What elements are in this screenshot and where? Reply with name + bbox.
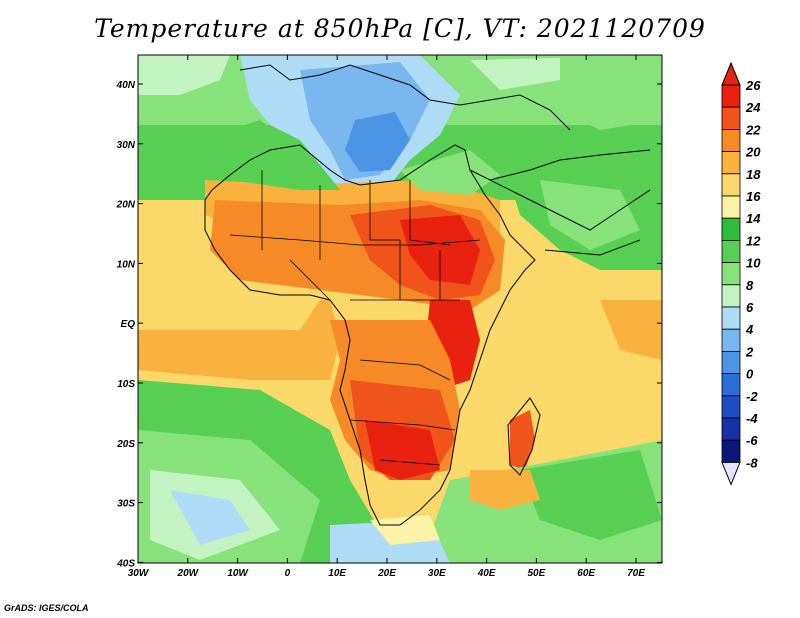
colorbar-label: 6 xyxy=(746,300,754,315)
colorbar-label: 14 xyxy=(746,211,761,226)
colorbar-swatch xyxy=(721,217,741,241)
colorbar-label: 8 xyxy=(746,278,754,293)
colorbar-label: 16 xyxy=(746,189,761,204)
colorbar-label: -2 xyxy=(746,389,758,404)
colorbar-swatch xyxy=(721,395,741,419)
lon-label: 60E xyxy=(577,568,595,579)
lat-label: 30S xyxy=(117,499,135,510)
lon-label: 30W xyxy=(128,568,150,579)
colorbar-label: 0 xyxy=(746,367,754,382)
lon-label: 70E xyxy=(627,568,645,579)
colorbar-swatch xyxy=(721,84,741,108)
lon-label: 10W xyxy=(227,568,249,579)
colorbar-label: 12 xyxy=(746,233,761,248)
colorbar-label: 24 xyxy=(745,100,761,115)
colorbar-swatch xyxy=(721,439,741,463)
colorbar-swatch xyxy=(721,373,741,397)
lat-label: 40S xyxy=(116,558,135,569)
lat-label: EQ xyxy=(121,319,136,330)
lat-label: 20S xyxy=(116,439,135,450)
map-frame xyxy=(137,54,663,564)
colorbar-swatch xyxy=(721,306,741,330)
colorbar-label: 4 xyxy=(745,322,754,337)
colorbar-label: 22 xyxy=(745,122,761,137)
colorbar-label: 26 xyxy=(745,78,761,93)
colorbar-label: -8 xyxy=(746,455,758,470)
colorbar-bottom-arrow xyxy=(721,461,741,486)
colorbar-label: 2 xyxy=(745,344,754,359)
lon-labels: 30W 20W 10W 0 10E 20E 30E 40E 50E 60E 70E xyxy=(128,568,646,579)
colorbar-swatch xyxy=(721,128,741,152)
lon-label: 40E xyxy=(477,568,496,579)
colorbar-swatch xyxy=(721,328,741,352)
colorbar-swatch xyxy=(721,350,741,374)
colorbar-swatch xyxy=(721,284,741,308)
country-borders xyxy=(229,170,481,466)
axis-ticks xyxy=(137,55,662,563)
colorbar-top-arrow xyxy=(721,61,741,86)
credit-text: GrADS: IGES/COLA xyxy=(4,603,89,613)
lat-label: 40N xyxy=(116,80,136,91)
colorbar-swatch xyxy=(721,262,741,286)
lon-label: 50E xyxy=(528,568,546,579)
colorbar-label: -6 xyxy=(746,433,758,448)
colorbar-swatch xyxy=(721,173,741,197)
lon-label: 10E xyxy=(328,568,346,579)
colorbar-swatch xyxy=(721,239,741,263)
colorbar-label: 10 xyxy=(746,256,761,271)
colorbar-swatch xyxy=(721,106,741,130)
lat-label: 30N xyxy=(117,140,136,151)
lat-label: 20N xyxy=(116,200,136,211)
colorbar-label: -4 xyxy=(746,411,758,426)
temperature-field xyxy=(138,55,662,563)
lon-label: 20E xyxy=(377,568,396,579)
colorbar-swatch xyxy=(721,417,741,441)
lat-label: 10S xyxy=(117,379,135,390)
colorbar-swatch xyxy=(721,151,741,175)
coastlines xyxy=(204,64,651,526)
lon-label: 30E xyxy=(428,568,446,579)
lat-labels: 40N 30N 20N 10N EQ 10S 20S 30S 40S xyxy=(116,80,136,569)
map-title: Temperature at 850hPa [C], VT: 202112070… xyxy=(94,14,706,43)
colorbar-label: 20 xyxy=(745,145,761,160)
lat-label: 10N xyxy=(117,259,136,270)
lon-label: 0 xyxy=(285,568,291,579)
colorbar-swatch xyxy=(721,195,741,219)
colorbar-label: 18 xyxy=(746,167,761,182)
lon-label: 20W xyxy=(177,568,200,579)
